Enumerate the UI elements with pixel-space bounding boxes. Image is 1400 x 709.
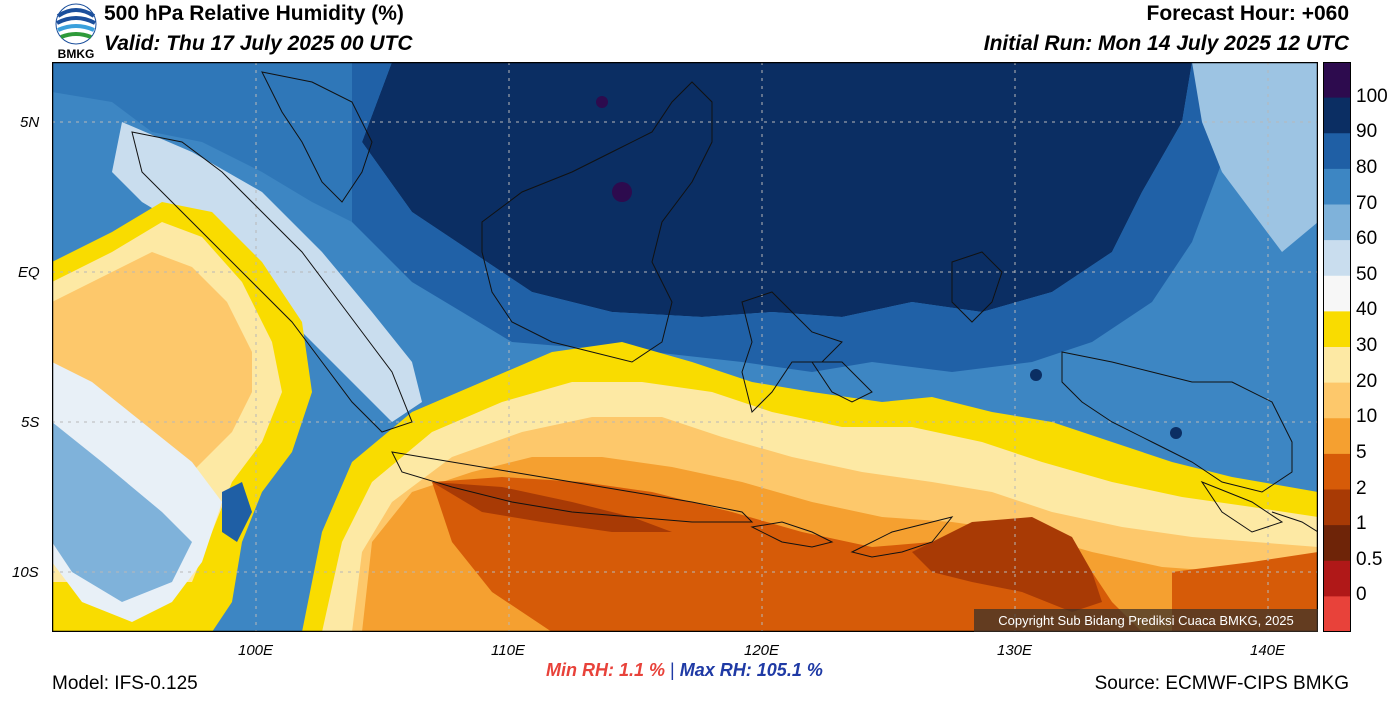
lat-label-5n: 5N	[20, 114, 40, 131]
colorbar-label: 10	[1356, 406, 1378, 428]
colorbar-label: 20	[1356, 370, 1378, 392]
moist-blob	[612, 182, 632, 202]
max-rh-label: Max RH:	[679, 660, 752, 680]
lon-label-110e: 110E	[491, 642, 525, 659]
colorbar-swatch	[1323, 240, 1351, 277]
colorbar-swatch	[1323, 525, 1351, 562]
min-max-rh: Min RH: 1.1 % | Max RH: 105.1 %	[546, 660, 823, 681]
lon-label-100e: 100E	[238, 642, 274, 659]
colorbar-label: 0	[1356, 584, 1367, 606]
colorbar-swatch	[1323, 275, 1351, 312]
lon-label-120e: 120E	[744, 642, 780, 659]
copyright-notice: Copyright Sub Bidang Prediksi Cuaca BMKG…	[974, 609, 1318, 632]
colorbar-label: 1	[1356, 513, 1367, 535]
logo-text: BMKG	[58, 47, 95, 60]
colorbar-label: 30	[1356, 335, 1378, 356]
max-rh-value: 105.1 %	[756, 660, 823, 680]
colorbar-label: 0.5	[1356, 548, 1383, 570]
colorbar-label: 90	[1356, 121, 1378, 143]
colorbar-label: 100	[1356, 85, 1388, 107]
min-rh-label: Min RH:	[546, 660, 614, 680]
coastlines	[131, 71, 1318, 558]
colorbar-swatch	[1323, 453, 1351, 490]
forecast-hour: Forecast Hour: +060	[1146, 2, 1350, 25]
rh-zone-70-indian-ocean	[52, 422, 192, 602]
colorbar-swatch	[1323, 311, 1351, 348]
colorbar-swatch	[1323, 133, 1351, 170]
source-label: Source: ECMWF-CIPS BMKG	[1094, 673, 1349, 694]
colorbar-swatch	[1323, 347, 1351, 384]
colorbar-swatch	[1323, 204, 1351, 241]
colorbar-label: 80	[1356, 156, 1378, 178]
lat-label-eq: EQ	[18, 264, 40, 281]
graticule	[52, 62, 1318, 632]
moist-blob	[1030, 369, 1042, 381]
humidity-map	[52, 62, 1318, 632]
model-label: Model: IFS-0.125	[52, 673, 198, 694]
valid-time: Valid: Thu 17 July 2025 00 UTC	[104, 32, 413, 55]
colorbar	[1323, 62, 1351, 632]
bmkg-logo: BMKG	[55, 3, 97, 60]
colorbar-swatch	[1323, 596, 1351, 632]
colorbar-swatch	[1323, 560, 1351, 597]
moist-blob	[596, 96, 608, 108]
rh-zone-90	[362, 62, 1192, 317]
colorbar-label: 60	[1356, 228, 1378, 250]
lat-label-10s: 10S	[12, 564, 39, 581]
lon-label-140e: 140E	[1250, 642, 1286, 659]
colorbar-label: 50	[1356, 263, 1378, 285]
min-rh-value: 1.1 %	[619, 660, 666, 680]
rh-zone-1-south	[432, 482, 672, 532]
rh-zone-60-ne	[1192, 62, 1318, 252]
colorbar-label: 70	[1356, 192, 1378, 214]
colorbar-swatch	[1323, 168, 1351, 205]
initial-run: Initial Run: Mon 14 July 2025 12 UTC	[983, 32, 1349, 55]
rh-zone-90-indian-ocean	[222, 482, 252, 542]
rh-zone-1-timor-sea	[912, 517, 1102, 612]
colorbar-swatch	[1323, 418, 1351, 455]
colorbar-swatch	[1323, 62, 1351, 99]
min-max-separator: |	[670, 660, 675, 680]
colorbar-label: 5	[1356, 441, 1367, 463]
colorbar-swatch	[1323, 97, 1351, 134]
colorbar-swatch	[1323, 382, 1351, 419]
map-title: 500 hPa Relative Humidity (%)	[104, 2, 404, 25]
lon-label-130e: 130E	[997, 642, 1033, 659]
lat-label-5s: 5S	[21, 414, 40, 431]
colorbar-label: 2	[1356, 477, 1367, 499]
moist-blob	[1170, 427, 1182, 439]
colorbar-label: 40	[1356, 299, 1378, 321]
colorbar-frame	[1323, 62, 1351, 632]
map-frame	[52, 62, 1318, 632]
colorbar-swatch	[1323, 489, 1351, 526]
